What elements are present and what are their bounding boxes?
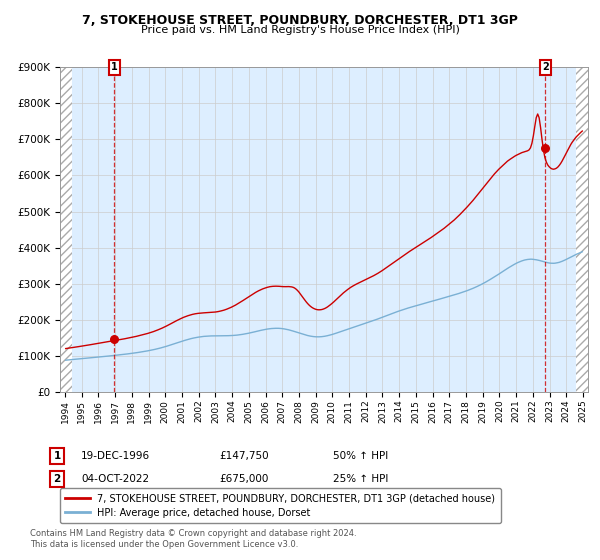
- Text: Price paid vs. HM Land Registry's House Price Index (HPI): Price paid vs. HM Land Registry's House …: [140, 25, 460, 35]
- Legend: 7, STOKEHOUSE STREET, POUNDBURY, DORCHESTER, DT1 3GP (detached house), HPI: Aver: 7, STOKEHOUSE STREET, POUNDBURY, DORCHES…: [59, 488, 502, 524]
- Point: [110, 334, 119, 343]
- Text: 2: 2: [53, 474, 61, 484]
- Text: 7, STOKEHOUSE STREET, POUNDBURY, DORCHESTER, DT1 3GP: 7, STOKEHOUSE STREET, POUNDBURY, DORCHES…: [82, 14, 518, 27]
- Text: £675,000: £675,000: [219, 474, 268, 484]
- Text: 04-OCT-2022: 04-OCT-2022: [81, 474, 149, 484]
- Text: 19-DEC-1996: 19-DEC-1996: [81, 451, 150, 461]
- Text: 1: 1: [111, 62, 118, 72]
- Text: 50% ↑ HPI: 50% ↑ HPI: [333, 451, 388, 461]
- Text: £147,750: £147,750: [219, 451, 269, 461]
- Text: 1: 1: [53, 451, 61, 461]
- Text: 25% ↑ HPI: 25% ↑ HPI: [333, 474, 388, 484]
- Point: [541, 144, 550, 153]
- Text: 2: 2: [542, 62, 549, 72]
- Text: Contains HM Land Registry data © Crown copyright and database right 2024.
This d: Contains HM Land Registry data © Crown c…: [30, 529, 356, 549]
